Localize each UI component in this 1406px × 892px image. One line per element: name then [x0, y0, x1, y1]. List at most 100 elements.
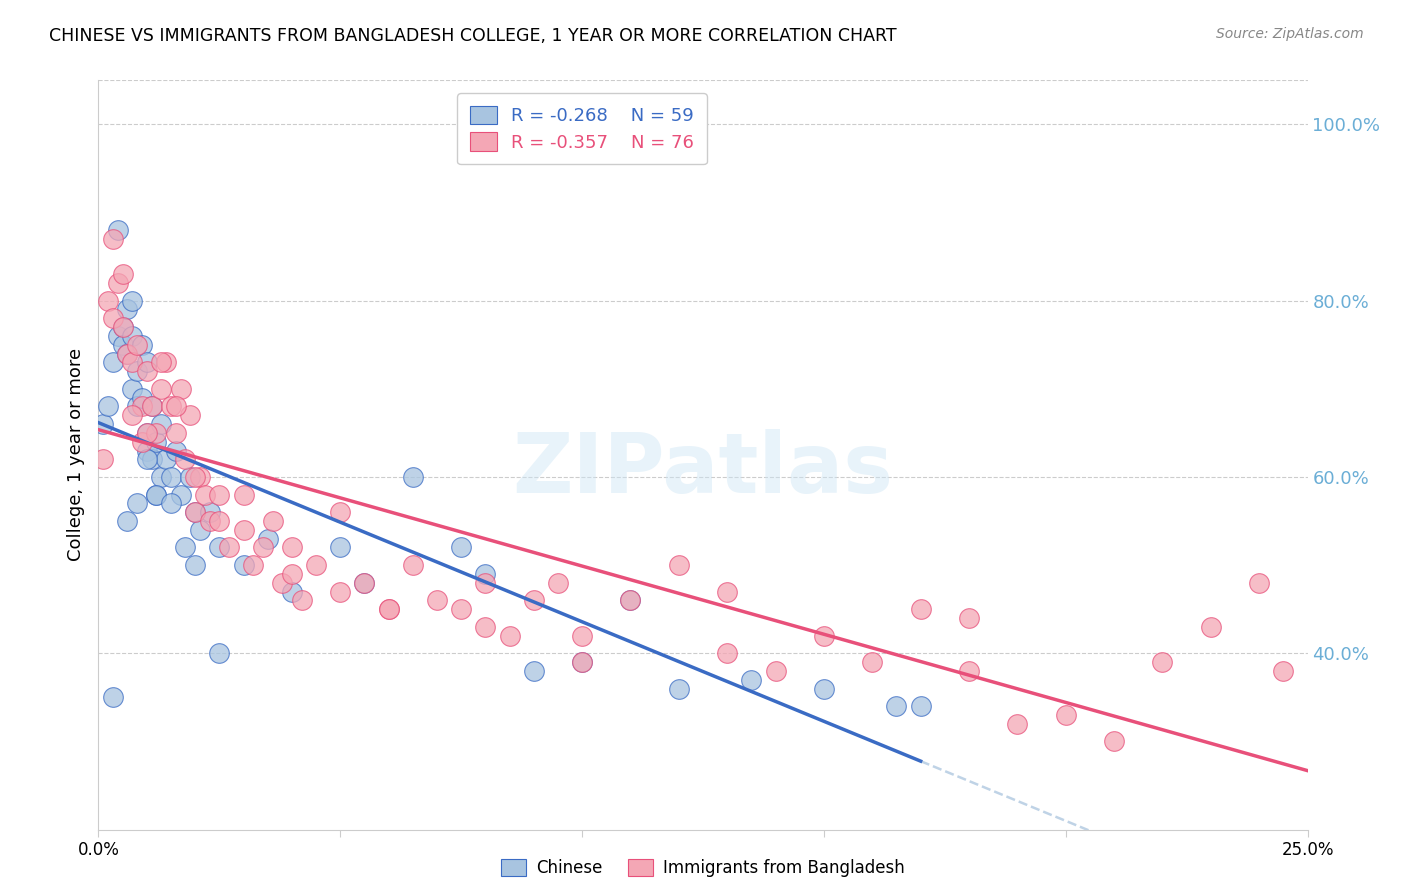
Point [402, 558, 425, 573]
Point [141, 452, 163, 467]
Point [252, 541, 274, 555]
Point [198, 514, 221, 528]
Point [165, 400, 187, 414]
Point [450, 541, 472, 555]
Point [101, 355, 124, 369]
Point [111, 337, 134, 351]
Point [426, 593, 449, 607]
Point [474, 566, 496, 581]
Point [271, 575, 294, 590]
Point [1054, 708, 1077, 723]
Point [547, 575, 569, 590]
Point [169, 487, 191, 501]
Point [353, 575, 375, 590]
Y-axis label: College, 1 year or more: College, 1 year or more [66, 349, 84, 561]
Point [668, 558, 690, 573]
Point [198, 505, 221, 519]
Point [450, 602, 472, 616]
Point [145, 434, 167, 449]
Point [281, 566, 304, 581]
Point [329, 584, 352, 599]
Point [188, 470, 211, 484]
Point [1102, 734, 1125, 748]
Point [353, 575, 375, 590]
Point [121, 382, 143, 396]
Point [1152, 655, 1174, 669]
Point [121, 329, 143, 343]
Point [740, 673, 762, 687]
Point [571, 629, 593, 643]
Point [169, 382, 191, 396]
Point [619, 593, 641, 607]
Point [188, 523, 211, 537]
Point [131, 434, 153, 449]
Point [474, 575, 496, 590]
Point [184, 505, 207, 519]
Point [155, 452, 177, 467]
Point [716, 584, 738, 599]
Point [145, 487, 167, 501]
Point [377, 602, 399, 616]
Point [135, 443, 157, 458]
Text: CHINESE VS IMMIGRANTS FROM BANGLADESH COLLEGE, 1 YEAR OR MORE CORRELATION CHART: CHINESE VS IMMIGRANTS FROM BANGLADESH CO… [49, 27, 897, 45]
Point [571, 655, 593, 669]
Point [232, 558, 254, 573]
Point [208, 541, 231, 555]
Point [474, 620, 496, 634]
Point [329, 505, 352, 519]
Point [141, 400, 163, 414]
Point [91, 452, 114, 467]
Point [242, 558, 264, 573]
Point [208, 487, 231, 501]
Point [150, 355, 173, 369]
Point [145, 425, 167, 440]
Point [523, 664, 546, 678]
Point [179, 409, 201, 423]
Point [1199, 620, 1222, 634]
Point [402, 470, 425, 484]
Point [135, 355, 157, 369]
Point [135, 364, 157, 378]
Point [145, 487, 167, 501]
Point [117, 346, 139, 360]
Point [127, 364, 149, 378]
Legend: Chinese, Immigrants from Bangladesh: Chinese, Immigrants from Bangladesh [495, 852, 911, 884]
Point [131, 337, 153, 351]
Point [160, 400, 183, 414]
Point [121, 355, 143, 369]
Point [135, 452, 157, 467]
Point [150, 382, 173, 396]
Point [135, 425, 157, 440]
Point [765, 664, 787, 678]
Point [329, 541, 352, 555]
Point [571, 655, 593, 669]
Point [117, 302, 139, 317]
Point [131, 400, 153, 414]
Point [194, 487, 217, 501]
Point [111, 320, 134, 334]
Point [111, 320, 134, 334]
Point [498, 629, 520, 643]
Point [886, 699, 908, 714]
Point [150, 417, 173, 431]
Text: Source: ZipAtlas.com: Source: ZipAtlas.com [1216, 27, 1364, 41]
Point [377, 602, 399, 616]
Point [910, 602, 932, 616]
Point [716, 646, 738, 660]
Point [101, 232, 124, 246]
Point [305, 558, 328, 573]
Point [262, 514, 284, 528]
Point [218, 541, 240, 555]
Point [127, 337, 149, 351]
Point [813, 681, 835, 696]
Point [155, 355, 177, 369]
Point [107, 223, 129, 237]
Legend: R = -0.268    N = 59, R = -0.357    N = 76: R = -0.268 N = 59, R = -0.357 N = 76 [457, 93, 707, 164]
Point [619, 593, 641, 607]
Point [160, 496, 183, 510]
Point [208, 514, 231, 528]
Point [174, 541, 197, 555]
Point [290, 593, 312, 607]
Point [523, 593, 546, 607]
Point [127, 400, 149, 414]
